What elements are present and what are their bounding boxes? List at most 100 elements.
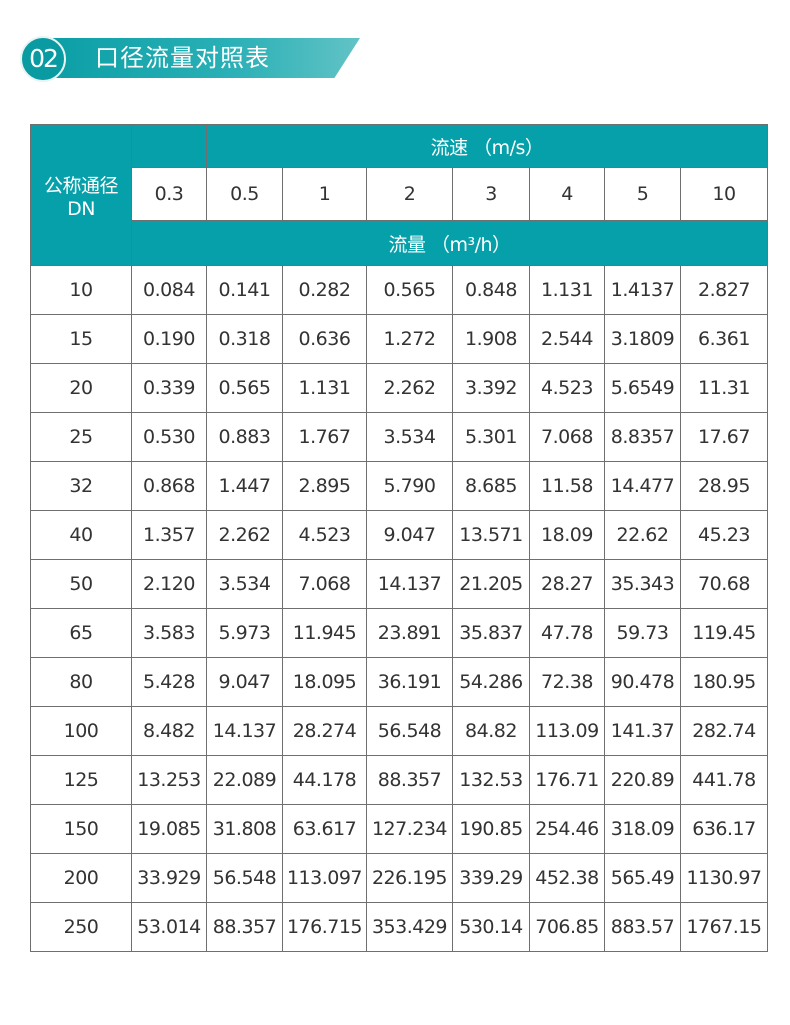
velocity-cell: 2 bbox=[366, 167, 453, 221]
table-row: 20 0.339 0.565 1.131 2.262 3.392 4.523 5.6549 11… bbox=[30, 363, 768, 413]
table-row: 100 8.482 14.137 28.274 56.548 84.82 113.09 141… bbox=[30, 706, 768, 756]
table-row: 50 2.120 3.534 7.068 14.137 21.205 28.27 35.343… bbox=[30, 559, 768, 609]
velocity-cell: 4 bbox=[529, 167, 605, 221]
flow-cell: 2.262 bbox=[206, 510, 283, 560]
flow-cell: 1.447 bbox=[206, 461, 283, 511]
flow-cell: 2.827 bbox=[680, 265, 768, 315]
velocity-cell: 0.3 bbox=[131, 167, 207, 221]
flow-cell: 3.534 bbox=[366, 412, 453, 462]
flow-cell: 18.09 bbox=[529, 510, 605, 560]
dn-cell: 80 bbox=[30, 657, 132, 707]
flow-cell: 9.047 bbox=[366, 510, 453, 560]
flow-cell: 31.808 bbox=[206, 804, 283, 854]
flow-cell: 113.097 bbox=[282, 853, 367, 903]
flow-cell: 44.178 bbox=[282, 755, 367, 805]
flow-cell: 28.27 bbox=[529, 559, 605, 609]
flow-cell: 0.318 bbox=[206, 314, 283, 364]
flow-cell: 84.82 bbox=[452, 706, 530, 756]
dn-cell: 200 bbox=[30, 853, 132, 903]
flow-cell: 88.357 bbox=[366, 755, 453, 805]
flow-cell: 45.23 bbox=[680, 510, 768, 560]
flow-cell: 59.73 bbox=[604, 608, 681, 658]
flow-cell: 883.57 bbox=[604, 902, 681, 952]
flow-cell: 54.286 bbox=[452, 657, 530, 707]
flow-cell: 176.715 bbox=[282, 902, 367, 952]
flow-cell: 70.68 bbox=[680, 559, 768, 609]
table-row: 10 0.084 0.141 0.282 0.565 0.848 1.131 1.4137 2.… bbox=[30, 265, 768, 315]
flow-cell: 2.895 bbox=[282, 461, 367, 511]
dn-unit-label: DN bbox=[67, 197, 95, 220]
flow-cell: 8.685 bbox=[452, 461, 530, 511]
flow-cell: 318.09 bbox=[604, 804, 681, 854]
flow-cell: 0.282 bbox=[282, 265, 367, 315]
flow-cell: 3.583 bbox=[131, 608, 207, 658]
flow-cell: 7.068 bbox=[282, 559, 367, 609]
flow-cell: 7.068 bbox=[529, 412, 605, 462]
flow-cell: 21.205 bbox=[452, 559, 530, 609]
flow-cell: 56.548 bbox=[206, 853, 283, 903]
flow-cell: 141.37 bbox=[604, 706, 681, 756]
table-row: 15 0.190 0.318 0.636 1.272 1.908 2.544 3.1809 6.… bbox=[30, 314, 768, 364]
flow-cell: 35.837 bbox=[452, 608, 530, 658]
flow-cell: 5.6549 bbox=[604, 363, 681, 413]
dn-cell: 150 bbox=[30, 804, 132, 854]
flow-cell: 339.29 bbox=[452, 853, 530, 903]
flow-cell: 226.195 bbox=[366, 853, 453, 903]
flow-cell: 0.141 bbox=[206, 265, 283, 315]
flow-cell: 14.477 bbox=[604, 461, 681, 511]
flow-cell: 14.137 bbox=[206, 706, 283, 756]
flow-cell: 530.14 bbox=[452, 902, 530, 952]
flow-cell: 282.74 bbox=[680, 706, 768, 756]
flow-cell: 13.571 bbox=[452, 510, 530, 560]
flow-cell: 88.357 bbox=[206, 902, 283, 952]
section-number: 02 bbox=[20, 36, 66, 82]
dn-header: 公称通径 DN bbox=[30, 124, 132, 266]
dn-cell: 65 bbox=[30, 608, 132, 658]
flow-cell: 0.565 bbox=[206, 363, 283, 413]
dn-cell: 50 bbox=[30, 559, 132, 609]
table-row: 200 33.929 56.548 113.097 226.195 339.29 452.3… bbox=[30, 853, 768, 903]
flow-cell: 190.85 bbox=[452, 804, 530, 854]
flow-cell: 119.45 bbox=[680, 608, 768, 658]
section-banner: 02 口径流量对照表 bbox=[20, 36, 360, 82]
flow-cell: 180.95 bbox=[680, 657, 768, 707]
table-row: 25 0.530 0.883 1.767 3.534 5.301 7.068 8.8357 17… bbox=[30, 412, 768, 462]
flow-cell: 5.301 bbox=[452, 412, 530, 462]
table-row: 125 13.253 22.089 44.178 88.357 132.53 176.71 2… bbox=[30, 755, 768, 805]
table-row: 40 1.357 2.262 4.523 9.047 13.571 18.09 22.62 45… bbox=[30, 510, 768, 560]
dn-cell: 20 bbox=[30, 363, 132, 413]
flow-cell: 1.357 bbox=[131, 510, 207, 560]
flow-cell: 11.945 bbox=[282, 608, 367, 658]
flow-cell: 22.089 bbox=[206, 755, 283, 805]
flow-cell: 1.908 bbox=[452, 314, 530, 364]
flow-cell: 3.534 bbox=[206, 559, 283, 609]
flow-cell: 19.085 bbox=[131, 804, 207, 854]
velocity-cell: 3 bbox=[452, 167, 530, 221]
flow-cell: 2.120 bbox=[131, 559, 207, 609]
dn-cell: 25 bbox=[30, 412, 132, 462]
flow-cell: 1.272 bbox=[366, 314, 453, 364]
flow-cell: 33.929 bbox=[131, 853, 207, 903]
flow-cell: 0.868 bbox=[131, 461, 207, 511]
flow-cell: 72.38 bbox=[529, 657, 605, 707]
flow-cell: 2.262 bbox=[366, 363, 453, 413]
flow-cell: 8.482 bbox=[131, 706, 207, 756]
flow-cell: 0.190 bbox=[131, 314, 207, 364]
flow-cell: 28.274 bbox=[282, 706, 367, 756]
flow-cell: 8.8357 bbox=[604, 412, 681, 462]
caliber-flow-table: 公称通径 DN 流速 （m/s） 0.3 0.5 1 2 3 4 5 10 流量 （m³/h） … bbox=[30, 124, 768, 952]
table-row: 150 19.085 31.808 63.617 127.234 190.85 254.46… bbox=[30, 804, 768, 854]
velocity-cell: 10 bbox=[680, 167, 768, 221]
flow-cell: 53.014 bbox=[131, 902, 207, 952]
flow-cell: 1.131 bbox=[529, 265, 605, 315]
flow-cell: 0.848 bbox=[452, 265, 530, 315]
flow-cell: 9.047 bbox=[206, 657, 283, 707]
flow-cell: 22.62 bbox=[604, 510, 681, 560]
flow-cell: 127.234 bbox=[366, 804, 453, 854]
velocity-cell: 5 bbox=[604, 167, 681, 221]
dn-cell: 10 bbox=[30, 265, 132, 315]
flow-cell: 113.09 bbox=[529, 706, 605, 756]
flow-cell: 11.31 bbox=[680, 363, 768, 413]
flow-cell: 28.95 bbox=[680, 461, 768, 511]
flow-cell: 35.343 bbox=[604, 559, 681, 609]
